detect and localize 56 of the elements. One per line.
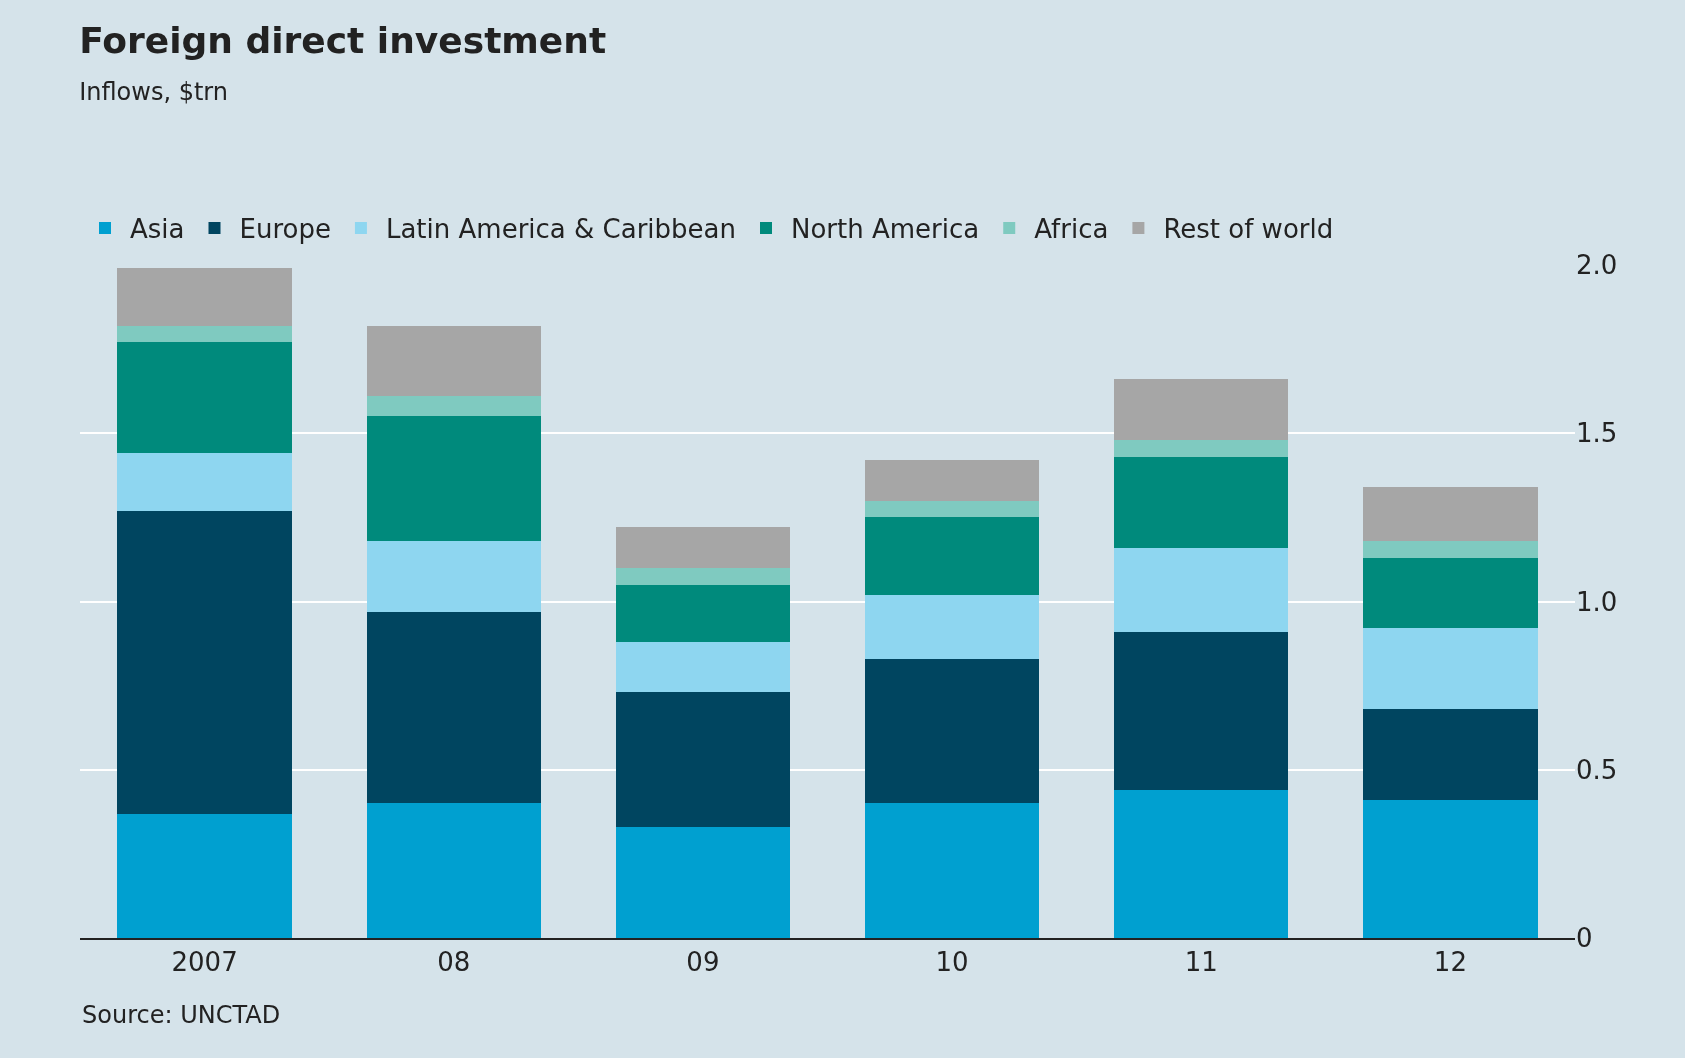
bar [864, 500, 1040, 518]
bar [1363, 540, 1538, 558]
legend-label: Africa [1034, 214, 1109, 245]
bar [864, 517, 1040, 595]
x-tick-label: 10 [935, 947, 969, 978]
bar [615, 527, 791, 568]
bar [366, 803, 541, 938]
bar [366, 540, 541, 612]
legend-label: Latin America & Caribbean [385, 214, 736, 245]
source-note: Source: UNCTAD [82, 1001, 281, 1029]
y-tick-label: 0.5 [1576, 754, 1618, 785]
legend-label: North America [791, 214, 980, 245]
bar [615, 826, 791, 938]
bar [615, 567, 791, 585]
bar [117, 342, 292, 454]
y-tick-label: 2.0 [1576, 250, 1618, 281]
legend-label: Europe [239, 214, 331, 245]
bar [864, 658, 1040, 804]
bar [1114, 379, 1289, 440]
legend-label: Asia [130, 214, 185, 245]
bar [366, 325, 541, 397]
bar [1363, 557, 1538, 629]
bar [366, 416, 541, 541]
bar [117, 325, 292, 343]
y-tick-label: 0 [1576, 923, 1593, 954]
y-tick-label: 1.0 [1576, 586, 1618, 617]
bar [1114, 631, 1289, 790]
bar [1114, 547, 1289, 632]
x-tick-label: 08 [437, 947, 471, 978]
bar [1114, 456, 1289, 548]
x-tick-label: 09 [686, 947, 720, 978]
bar [1363, 709, 1538, 801]
bar [615, 584, 791, 642]
x-tick-label: 2007 [171, 947, 238, 978]
bar [117, 453, 292, 511]
bar [864, 594, 1040, 659]
chart-subtitle: Inflows, $trn [79, 77, 229, 106]
bar [1114, 789, 1289, 938]
bar [864, 460, 1040, 501]
bar [1363, 487, 1538, 541]
bar [117, 510, 292, 814]
bar [1363, 800, 1538, 938]
legend-label: Rest of world [1163, 214, 1334, 245]
chart-title: Foreign direct investment [79, 19, 607, 61]
bar [864, 803, 1040, 938]
bar [366, 611, 541, 804]
bar [1363, 628, 1538, 710]
bar [366, 396, 541, 417]
bar [615, 692, 791, 827]
y-tick-label: 1.5 [1576, 418, 1618, 449]
bar [117, 813, 292, 938]
bar [117, 268, 292, 326]
x-tick-label: 11 [1184, 947, 1218, 978]
x-tick-label: 12 [1433, 947, 1467, 978]
bar [1114, 439, 1289, 457]
bar [615, 641, 791, 693]
